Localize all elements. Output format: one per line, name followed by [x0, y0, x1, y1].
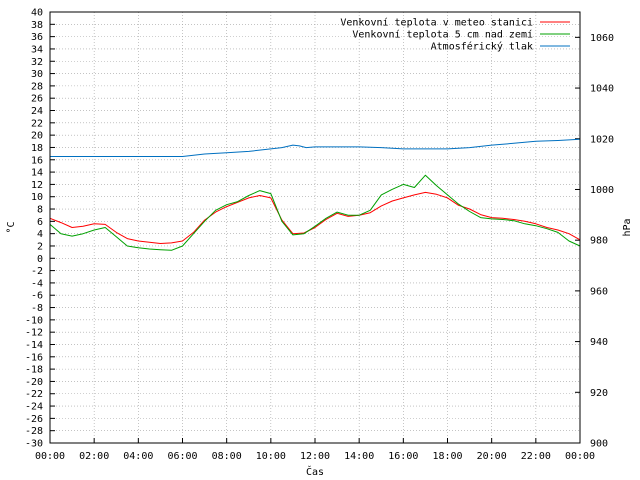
y-tick-label: -10 [25, 315, 43, 326]
y-tick-label: 40 [31, 8, 43, 19]
y-tick-label: -24 [25, 402, 43, 413]
y-tick-label: -26 [25, 414, 43, 425]
y-tick-label: 10 [31, 192, 43, 203]
y-tick-label: 28 [31, 81, 43, 92]
y-tick-label: -20 [25, 377, 43, 388]
y-tick-label: 6 [37, 217, 43, 228]
y-tick-label: 22 [31, 118, 43, 129]
y-tick-label: 8 [37, 205, 43, 216]
x-tick-label: 00:00 [565, 451, 595, 462]
y-tick-label: -6 [31, 291, 43, 302]
y-tick-label: 30 [31, 69, 43, 80]
x-axis-title: Čas [306, 465, 324, 478]
y-tick-label: 26 [31, 94, 43, 105]
x-tick-label: 20:00 [477, 451, 507, 462]
y2-tick-label: 1040 [590, 84, 614, 95]
y-tick-label: 20 [31, 131, 43, 142]
y-tick-label: 12 [31, 180, 43, 191]
y2-tick-label: 1060 [590, 33, 614, 44]
y-tick-label: 38 [31, 20, 43, 31]
y-tick-label: 24 [31, 106, 43, 117]
x-tick-label: 12:00 [300, 451, 330, 462]
y-tick-label: -28 [25, 426, 43, 437]
x-tick-label: 02:00 [79, 451, 109, 462]
x-tick-label: 16:00 [388, 451, 418, 462]
y-tick-label: 32 [31, 57, 43, 68]
y-tick-label: -30 [25, 439, 43, 450]
x-tick-label: 18:00 [432, 451, 462, 462]
grid [50, 12, 580, 443]
legend-label: Venkovní teplota 5 cm nad zemí [352, 29, 533, 41]
y-tick-label: -2 [31, 266, 43, 277]
y-tick-label: 4 [37, 229, 43, 240]
legend-label: Venkovní teplota v meteo stanici [340, 17, 533, 29]
y-tick-label: 16 [31, 155, 43, 166]
y-tick-label: -22 [25, 389, 43, 400]
y-tick-label: 2 [37, 241, 43, 252]
x-tick-label: 06:00 [167, 451, 197, 462]
legend-label: Atmosférický tlak [431, 41, 533, 53]
y-tick-label: 0 [37, 254, 43, 265]
y2-tick-label: 980 [590, 236, 608, 247]
x-tick-label: 04:00 [123, 451, 153, 462]
y-tick-label: -12 [25, 328, 43, 339]
axis-labels: -30-28-26-24-22-20-18-16-14-12-10-8-6-4-… [25, 8, 614, 463]
series-line-1 [49, 191, 581, 244]
y2-tick-label: 960 [590, 286, 608, 297]
plot-frame [49, 11, 581, 444]
y-tick-label: 18 [31, 143, 43, 154]
y2-tick-label: 940 [590, 337, 608, 348]
y2-tick-label: 1020 [590, 134, 614, 145]
y-tick-label: 34 [31, 44, 43, 55]
series-lines [49, 138, 581, 251]
series-line-2 [49, 174, 581, 251]
series-line-3 [50, 138, 581, 157]
y-tick-label: -8 [31, 303, 43, 314]
y-tick-label: -18 [25, 365, 43, 376]
y-tick-label: 14 [31, 168, 43, 179]
y-tick-label: -14 [25, 340, 43, 351]
y-axis-title: °C [6, 221, 17, 233]
x-tick-label: 10:00 [256, 451, 286, 462]
y2-tick-label: 920 [590, 388, 608, 399]
y-tick-label: -16 [25, 352, 43, 363]
y-tick-label: -4 [31, 278, 43, 289]
x-tick-label: 00:00 [35, 451, 65, 462]
legend: Venkovní teplota v meteo staniciVenkovní… [340, 17, 570, 53]
x-tick-label: 14:00 [344, 451, 374, 462]
y-tick-label: 36 [31, 32, 43, 43]
y2-tick-label: 1000 [590, 185, 614, 196]
y2-axis-title: hPa [622, 218, 633, 236]
x-tick-label: 22:00 [521, 451, 551, 462]
x-tick-label: 08:00 [212, 451, 242, 462]
y2-tick-label: 900 [590, 439, 608, 450]
